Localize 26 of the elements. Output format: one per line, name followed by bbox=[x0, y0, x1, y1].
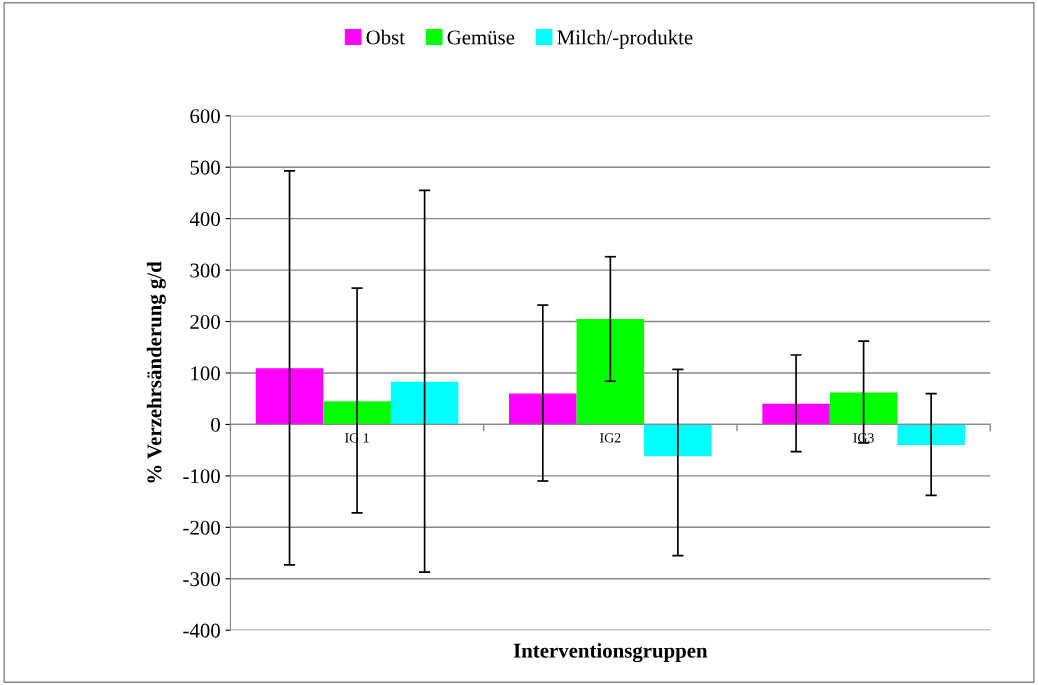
legend-label: Milch/-produkte bbox=[557, 29, 693, 49]
bar bbox=[762, 403, 830, 425]
x-axis-title: Interventionsgruppen bbox=[513, 643, 708, 663]
bar bbox=[255, 368, 324, 425]
bar bbox=[323, 401, 391, 425]
y-tick-label: 400 bbox=[189, 212, 220, 227]
legend-label: Gemüse bbox=[447, 30, 515, 45]
y-tick-label: 300 bbox=[190, 263, 220, 278]
bar bbox=[390, 381, 459, 425]
y-axis-title: % Verzehrsänderung g/d bbox=[146, 261, 166, 483]
y-tick-label: 200 bbox=[190, 314, 220, 329]
bar bbox=[829, 392, 898, 425]
y-tick-label: -300 bbox=[183, 572, 220, 587]
legend-label: Obst bbox=[366, 29, 405, 45]
x-tick-label: IG2 bbox=[600, 433, 621, 443]
bar bbox=[897, 424, 965, 445]
bar bbox=[644, 424, 712, 457]
y-tick-label: 600 bbox=[190, 109, 220, 124]
y-tick-label: -100 bbox=[183, 469, 220, 484]
y-tick-label: 500 bbox=[190, 160, 220, 175]
bar bbox=[509, 393, 577, 425]
bar bbox=[576, 318, 645, 425]
y-tick-label: 100 bbox=[191, 366, 220, 381]
y-tick-label: 0 bbox=[211, 417, 220, 432]
y-tick-label: -400 bbox=[183, 623, 220, 638]
y-tick-label: -200 bbox=[183, 520, 220, 535]
